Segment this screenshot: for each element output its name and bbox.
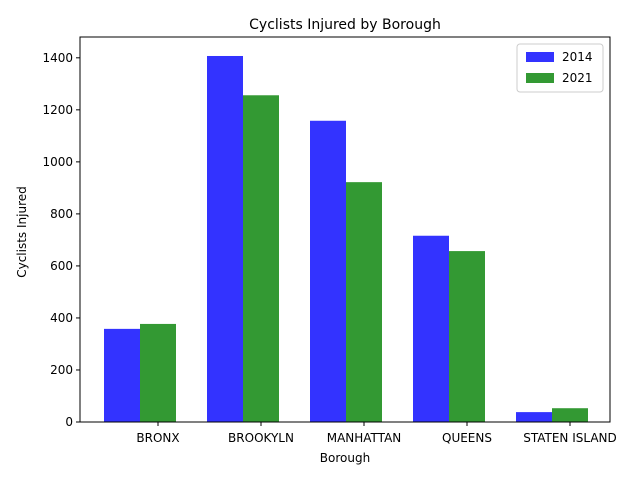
legend-label-2014: 2014 [562,50,593,64]
legend-label-2021: 2021 [562,71,593,85]
y-tick-label: 800 [50,207,73,221]
y-tick-label: 0 [65,415,73,429]
bar-queens-2014 [413,235,449,422]
bar-staten-island-2014 [516,412,552,422]
y-ticks-group: 0 200 400 600 800 1000 1200 1400 [42,51,80,429]
y-axis-label: Cyclists Injured [15,186,29,278]
bar-staten-island-2021 [552,408,588,422]
bar-manhattan-2021 [346,182,382,422]
bar-brookyln-2014 [207,55,243,422]
x-tick-label: MANHATTAN [327,431,402,445]
chart-title: Cyclists Injured by Borough [249,17,441,33]
bars-group [104,55,588,423]
legend: 2014 2021 [516,43,604,93]
bar-queens-2021 [449,251,485,422]
x-tick-label: BRONX [136,431,179,445]
plot-frame [79,36,611,423]
bar-bronx-2014 [104,328,140,422]
bar-brookyln-2021 [243,95,279,423]
y-tick-label: 600 [50,259,73,273]
axes-group [79,36,611,423]
x-tick-label: STATEN ISLAND [523,431,617,445]
x-axis-label: Borough [320,451,370,465]
y-tick-label: 1000 [42,155,73,169]
y-tick-label: 200 [50,363,73,377]
x-tick-label: QUEENS [442,431,492,445]
y-tick-label: 1400 [42,51,73,65]
x-ticks-group: BRONX BROOKYLN MANHATTAN QUEENS STATEN ISLAN… [136,422,617,445]
x-tick-label: BROOKYLN [228,431,294,445]
y-tick-label: 400 [50,311,73,325]
legend-swatch-2014 [526,52,554,62]
legend-swatch-2021 [526,73,554,83]
y-tick-label: 1200 [42,103,73,117]
bar-bronx-2021 [140,323,176,422]
bar-manhattan-2014 [310,120,346,422]
